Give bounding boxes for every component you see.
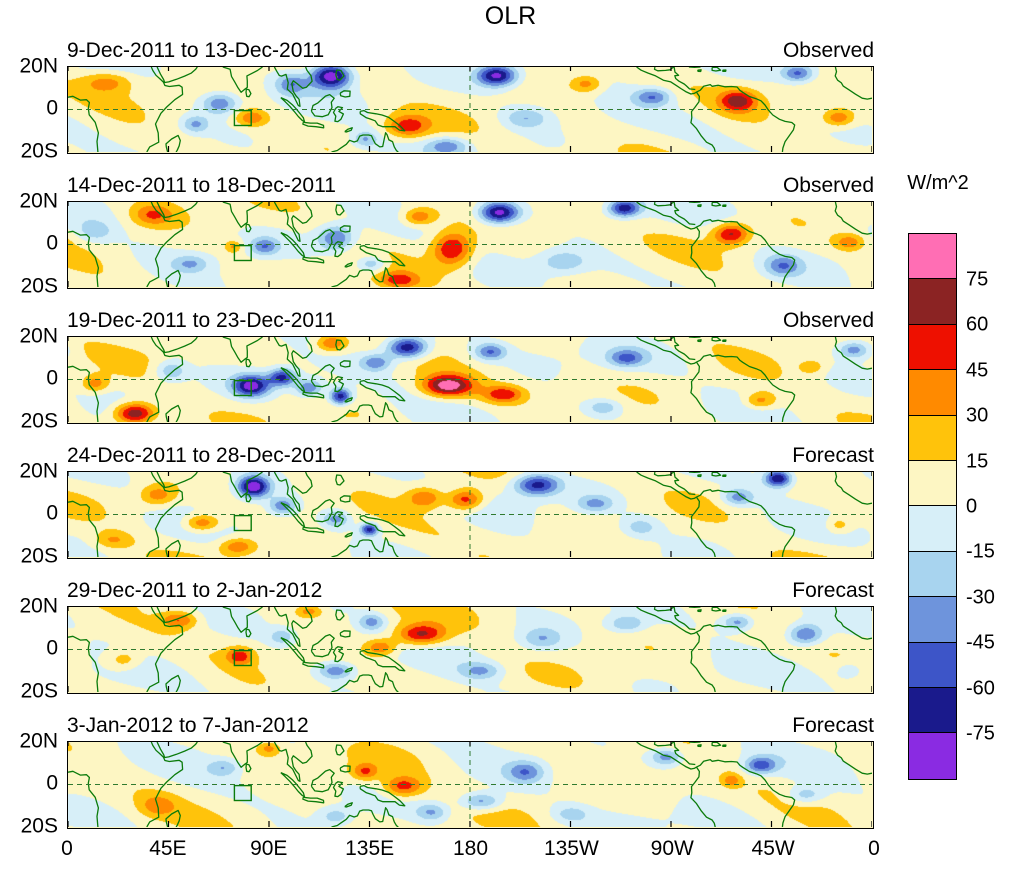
y-tick-label: 20S — [20, 409, 58, 433]
colorbar-cell — [909, 415, 956, 461]
map-overlay — [68, 742, 872, 827]
y-tick-label: 20N — [19, 594, 58, 618]
map-panel-4 — [67, 471, 874, 559]
panel-date-label: 9-Dec-2011 to 13-Dec-2011 — [67, 39, 325, 62]
panel-source-label: Forecast — [792, 579, 874, 602]
colorbar-cell — [909, 597, 956, 643]
panel-header: 24-Dec-2011 to 28-Dec-2011 Forecast — [67, 444, 874, 468]
monitor-box — [233, 379, 252, 397]
y-tick-label: 0 — [46, 366, 58, 390]
x-tick-label: 180 — [452, 837, 489, 860]
x-tick-label: 90E — [250, 837, 288, 860]
x-tick-label: 45W — [751, 837, 795, 860]
panel-header: 29-Dec-2011 to 2-Jan-2012 Forecast — [67, 579, 874, 603]
panel-header: 19-Dec-2011 to 23-Dec-2011 Observed — [67, 309, 874, 333]
y-tick-label: 20N — [19, 729, 58, 753]
panel-source-label: Observed — [782, 174, 874, 197]
map-panel-1 — [67, 66, 874, 154]
colorbar-tick-label: 30 — [966, 404, 989, 427]
x-tick-label: 45E — [149, 837, 187, 860]
colorbar-units-label: W/m^2 — [907, 172, 969, 194]
colorbar-tick-label: 60 — [966, 313, 989, 336]
colorbar-tick-label: -15 — [966, 540, 995, 563]
monitor-box — [233, 244, 252, 262]
panel-source-label: Forecast — [792, 714, 874, 737]
panel-source-label: Observed — [782, 39, 874, 62]
colorbar-tick-label: 75 — [966, 268, 989, 291]
coastlines — [68, 742, 872, 827]
panel-date-label: 24-Dec-2011 to 28-Dec-2011 — [67, 444, 336, 467]
panel-header: 9-Dec-2011 to 13-Dec-2011 Observed — [67, 39, 874, 63]
map-panel-3 — [67, 336, 874, 424]
colorbar-cell — [909, 279, 956, 325]
map-overlay — [68, 67, 872, 152]
colorbar-tick-label: -30 — [966, 586, 995, 609]
y-tick-label: 20N — [19, 189, 58, 213]
colorbar-tick-label: -60 — [966, 677, 995, 699]
y-tick-label: 0 — [46, 231, 58, 255]
y-tick-label: 20S — [20, 544, 58, 568]
coastlines — [68, 67, 872, 152]
x-tick-label: 135E — [345, 837, 395, 860]
x-tick-label: 0 — [868, 837, 880, 860]
coastlines — [68, 607, 872, 692]
figure-title: OLR — [484, 2, 537, 30]
map-panel-6 — [67, 741, 874, 829]
colorbar-tick-label: -45 — [966, 631, 995, 654]
y-tick-label: 20N — [19, 459, 58, 483]
y-tick-label: 20S — [20, 139, 58, 163]
colorbar-cell — [909, 687, 956, 734]
colorbar-cell — [909, 551, 956, 598]
colorbar-cell — [909, 506, 956, 552]
coastlines — [68, 337, 872, 422]
y-tick-label: 20N — [19, 324, 58, 348]
y-tick-label: 20S — [20, 274, 58, 298]
map-overlay — [68, 472, 872, 557]
colorbar-tick-label: 0 — [966, 495, 978, 518]
colorbar — [908, 233, 957, 780]
map-panel-2 — [67, 201, 874, 289]
colorbar-cell — [909, 642, 956, 688]
x-tick-label: 0 — [61, 837, 73, 860]
y-tick-label: 0 — [46, 771, 58, 795]
y-tick-label: 20S — [20, 814, 58, 838]
coastlines — [68, 202, 872, 287]
colorbar-cell — [909, 733, 956, 779]
panel-date-label: 3-Jan-2012 to 7-Jan-2012 — [67, 714, 309, 737]
colorbar-tick-label: 45 — [966, 359, 989, 382]
x-tick-label: 135W — [543, 837, 599, 860]
panel-date-label: 19-Dec-2011 to 23-Dec-2011 — [67, 309, 336, 332]
panel-header: 14-Dec-2011 to 18-Dec-2011 Observed — [67, 174, 874, 198]
colorbar-cell — [909, 370, 956, 416]
monitor-box — [233, 649, 252, 667]
monitor-box — [233, 784, 252, 802]
colorbar-tick-label: -75 — [966, 722, 995, 745]
map-overlay — [68, 607, 872, 692]
y-tick-label: 0 — [46, 636, 58, 660]
y-tick-label: 20N — [19, 54, 58, 78]
coastlines — [68, 472, 872, 557]
colorbar-cell — [909, 234, 956, 280]
panel-date-label: 29-Dec-2011 to 2-Jan-2012 — [67, 579, 323, 602]
map-panel-5 — [67, 606, 874, 694]
map-overlay — [68, 202, 872, 287]
panel-source-label: Forecast — [792, 444, 874, 467]
y-tick-label: 20S — [20, 679, 58, 703]
panel-header: 3-Jan-2012 to 7-Jan-2012 Forecast — [67, 714, 874, 738]
y-tick-label: 0 — [46, 501, 58, 525]
colorbar-cell — [909, 460, 956, 507]
panel-date-label: 14-Dec-2011 to 18-Dec-2011 — [67, 174, 336, 197]
panel-source-label: Observed — [782, 309, 874, 332]
colorbar-cell — [909, 324, 956, 371]
x-tick-label: 90W — [650, 837, 694, 860]
y-tick-label: 0 — [46, 96, 58, 120]
monitor-box — [233, 109, 252, 127]
map-overlay — [68, 337, 872, 422]
monitor-box — [233, 514, 252, 532]
colorbar-tick-label: 15 — [966, 450, 989, 472]
